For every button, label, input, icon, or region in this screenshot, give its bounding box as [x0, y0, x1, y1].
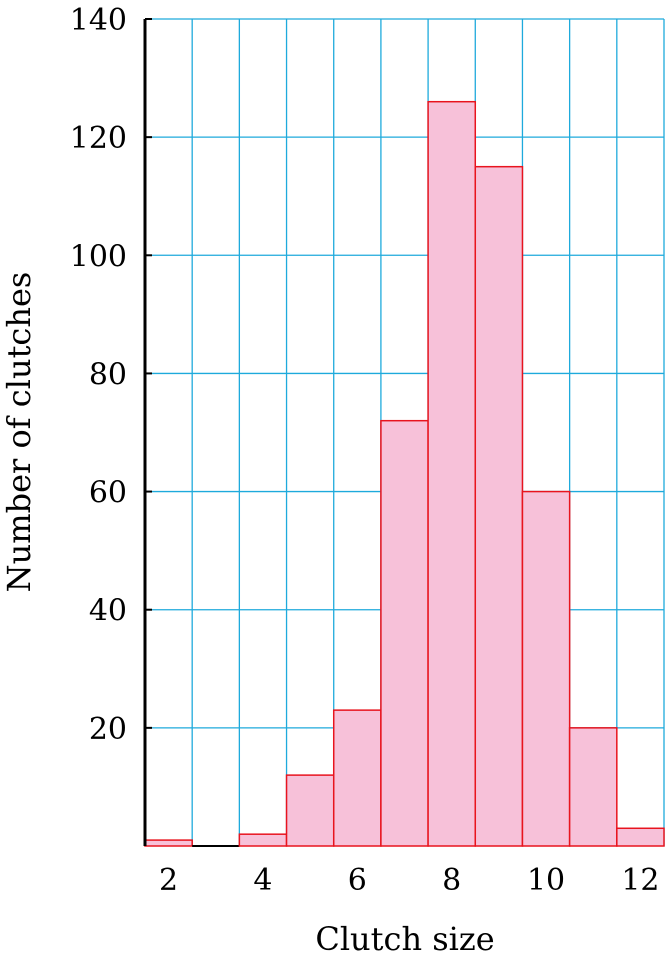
bar	[285, 774, 335, 847]
x-tick-label: 12	[621, 863, 659, 898]
bar	[568, 727, 618, 847]
bar	[144, 839, 193, 847]
bar	[380, 419, 429, 847]
bars	[144, 100, 665, 847]
bar	[427, 100, 477, 847]
bar	[238, 833, 288, 847]
y-tick-label: 100	[70, 239, 127, 274]
y-tick-label: 120	[70, 121, 127, 156]
y-tick-label: 20	[89, 712, 127, 747]
tick-labels: 20 40 60 80 100 120 140 2 4 6 8 10 12	[70, 3, 660, 898]
bar	[474, 165, 524, 847]
y-tick-label: 140	[70, 3, 127, 38]
x-tick-label: 6	[348, 863, 367, 898]
x-tick-label: 8	[442, 863, 461, 898]
y-tick-label: 40	[89, 594, 127, 629]
bar	[332, 709, 382, 847]
x-tick-label: 2	[159, 863, 178, 898]
x-tick-label: 10	[527, 863, 565, 898]
x-axis-title: Clutch size	[315, 920, 494, 958]
y-axis-title: Number of clutches	[0, 272, 38, 593]
bar	[616, 827, 665, 847]
bar	[521, 490, 571, 847]
axes	[143, 18, 152, 846]
y-tick-label: 80	[89, 357, 127, 392]
x-tick-label: 4	[253, 863, 272, 898]
y-tick-label: 60	[89, 476, 127, 511]
